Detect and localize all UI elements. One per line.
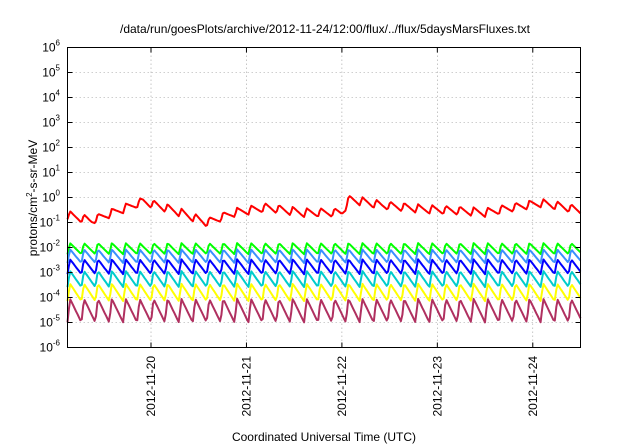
y-tick-base: 10 xyxy=(40,216,54,230)
y-axis-label-sup: 2 xyxy=(25,192,34,197)
series-layer xyxy=(66,195,582,324)
y-tick-label: 100 xyxy=(42,189,60,205)
y-tick-exponent: -4 xyxy=(53,289,61,298)
y-tick-base: 10 xyxy=(40,316,54,330)
x-tick-label: 2012-11-21 xyxy=(239,356,253,417)
series-line-1 xyxy=(66,195,582,227)
y-tick-base: 10 xyxy=(42,66,56,80)
y-tick-base: 10 xyxy=(42,191,56,205)
y-tick-label: 10-3 xyxy=(40,264,61,280)
y-tick-exponent: 3 xyxy=(56,114,61,123)
y-tick-labels: 10-610-510-410-310-210-11001011021031041… xyxy=(40,39,61,355)
x-tick-label: 2012-11-24 xyxy=(526,356,540,417)
y-tick-exponent: 0 xyxy=(56,189,61,198)
y-tick-exponent: -3 xyxy=(53,264,61,273)
x-axis-label: Coordinated Universal Time (UTC) xyxy=(232,430,416,444)
x-tick-label: 2012-11-20 xyxy=(144,356,158,417)
y-tick-exponent: 5 xyxy=(56,64,61,73)
y-tick-base: 10 xyxy=(40,341,54,355)
series-line-2 xyxy=(66,242,582,256)
y-tick-exponent: -5 xyxy=(53,314,61,323)
y-tick-base: 10 xyxy=(42,141,56,155)
y-tick-label: 103 xyxy=(42,114,60,130)
y-tick-exponent: -2 xyxy=(53,239,61,248)
y-tick-label: 102 xyxy=(42,139,60,155)
y-tick-label: 10-2 xyxy=(40,239,61,255)
series-line-5 xyxy=(66,269,582,289)
y-tick-exponent: 1 xyxy=(56,164,61,173)
y-axis-label: protons/cm2-s-sr-MeV xyxy=(25,140,40,256)
y-tick-exponent: -1 xyxy=(53,214,61,223)
x-tick-labels: 2012-11-20 2012-11-21 2012-11-22 2012-11-23… xyxy=(144,356,540,417)
y-tick-base: 10 xyxy=(42,41,56,55)
chart-title: /data/run/goesPlots/archive/2012-11-24/1… xyxy=(120,22,531,36)
y-tick-base: 10 xyxy=(40,241,54,255)
y-tick-exponent: 2 xyxy=(56,139,61,148)
y-tick-label: 10-6 xyxy=(40,339,61,355)
x-tick-label: 2012-11-23 xyxy=(430,356,444,417)
y-tick-label: 104 xyxy=(42,89,60,105)
y-tick-base: 10 xyxy=(42,116,56,130)
y-tick-exponent: 4 xyxy=(56,89,61,98)
y-tick-label: 106 xyxy=(42,39,60,55)
y-tick-exponent: 6 xyxy=(56,39,61,48)
ticks-layer xyxy=(67,47,581,348)
y-tick-label: 10-4 xyxy=(40,289,61,305)
series-line-7 xyxy=(66,297,582,324)
y-tick-exponent: -6 xyxy=(53,339,61,348)
y-axis-label-rest: -s-sr-MeV xyxy=(26,140,40,193)
y-tick-base: 10 xyxy=(42,91,56,105)
series-line-3 xyxy=(66,248,582,264)
series-line-6 xyxy=(66,282,582,303)
y-tick-base: 10 xyxy=(40,291,54,305)
x-tick-label: 2012-11-22 xyxy=(335,356,349,417)
series-line-4 xyxy=(66,258,582,276)
y-axis-label-base: protons/cm xyxy=(26,197,40,256)
y-tick-base: 10 xyxy=(42,166,56,180)
y-tick-label: 105 xyxy=(42,64,60,80)
y-tick-label: 10-1 xyxy=(40,214,61,230)
y-tick-base: 10 xyxy=(40,266,54,280)
y-tick-label: 101 xyxy=(42,164,60,180)
y-tick-label: 10-5 xyxy=(40,314,61,330)
